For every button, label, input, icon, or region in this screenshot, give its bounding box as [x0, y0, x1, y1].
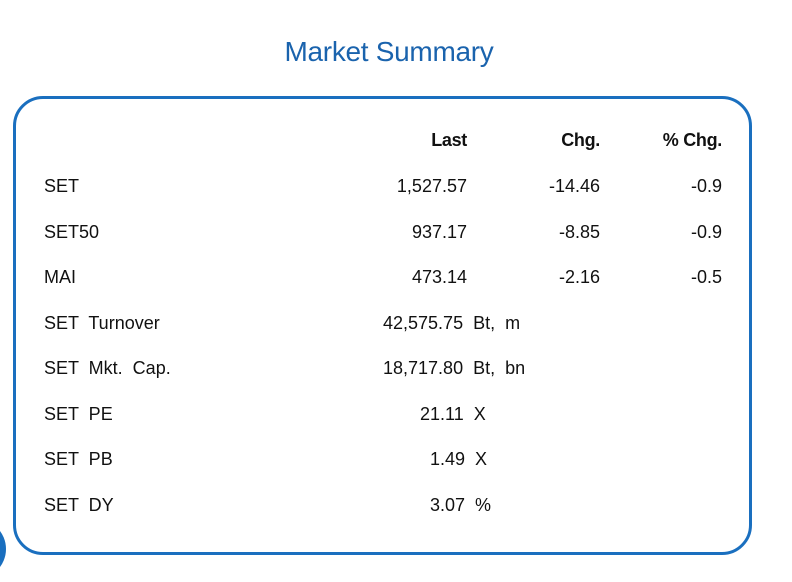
table-row-set-mkt-cap: SET Mkt. Cap. 18,717.80 Bt, bn — [0, 358, 792, 384]
row-pct-chg: -0.9 — [690, 222, 722, 242]
row-label: SET Turnover — [44, 313, 160, 333]
row-label: SET PE — [44, 404, 113, 424]
column-header-last: Last — [431, 130, 467, 150]
page-title: Market Summary — [284, 36, 494, 67]
column-header-pct-chg: % Chg. — [662, 130, 723, 150]
table-row-set-dy: SET DY 3.07 % — [0, 495, 792, 521]
row-value: 21.11 X — [420, 404, 486, 424]
table-row-mai: MAI 473.14 -2.16 -0.5 — [0, 267, 792, 293]
table-row-set: SET 1,527.57 -14.46 -0.9 — [0, 176, 792, 202]
table-row-set-pe: SET PE 21.11 X — [0, 404, 792, 430]
row-chg: -8.85 — [558, 222, 600, 242]
row-label: SET50 — [44, 222, 100, 242]
row-label: MAI — [44, 267, 77, 287]
table-row-set50: SET50 937.17 -8.85 -0.9 — [0, 222, 792, 248]
row-value: 42,575.75 Bt, m — [383, 313, 521, 333]
row-chg: -14.46 — [548, 176, 600, 196]
summary-panel — [13, 96, 752, 555]
row-value: 1.49 X — [430, 449, 488, 469]
row-pct-chg: -0.9 — [690, 176, 722, 196]
row-value: 3.07 % — [430, 495, 492, 515]
row-last: 473.14 — [411, 267, 467, 287]
row-chg: -2.16 — [558, 267, 600, 287]
row-label: SET PB — [44, 449, 113, 469]
table-row-set-turnover: SET Turnover 42,575.75 Bt, m — [0, 313, 792, 339]
row-label: SET DY — [44, 495, 114, 515]
row-label: SET Mkt. Cap. — [44, 358, 171, 378]
row-label: SET — [44, 176, 80, 196]
row-value: 18,717.80 Bt, bn — [383, 358, 526, 378]
row-last: 1,527.57 — [396, 176, 467, 196]
table-row-set-pb: SET PB 1.49 X — [0, 449, 792, 475]
decorative-circle — [0, 519, 6, 579]
row-pct-chg: -0.5 — [690, 267, 722, 287]
row-last: 937.17 — [411, 222, 467, 242]
column-header-chg: Chg. — [561, 130, 600, 150]
